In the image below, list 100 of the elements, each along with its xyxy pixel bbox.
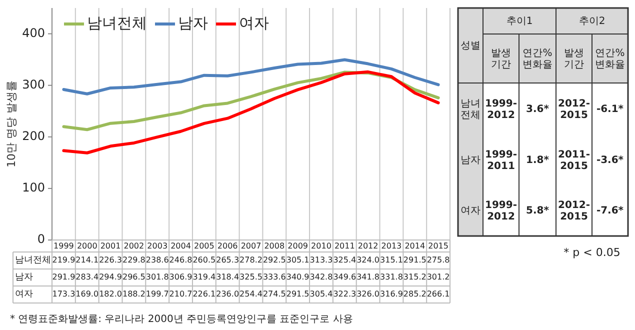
data-label: 291.9: [52, 272, 76, 282]
x-tick-label: 2001: [100, 242, 121, 251]
text: * p < 0.05: [564, 246, 620, 260]
text: 1999- 2012: [485, 199, 517, 222]
data-label: 341.8: [356, 272, 380, 282]
data-label: 188.2: [122, 290, 146, 299]
x-tick-label: 2002: [124, 242, 144, 251]
text: 3.6*: [526, 104, 550, 115]
data-label: 274.5: [262, 290, 286, 299]
text: 5.8*: [526, 205, 550, 216]
data-label: 266.1: [426, 290, 450, 299]
x-tick-label: 2011: [334, 242, 355, 251]
text: 남자: [15, 272, 33, 283]
x-tick-label: 2007: [240, 242, 262, 251]
x-tick-label: 2005: [194, 242, 214, 251]
data-label: 349.6: [333, 272, 356, 282]
text: -3.6*: [596, 154, 624, 166]
data-label: 294.9: [99, 272, 122, 282]
text: 남녀전체: [15, 256, 51, 266]
data-label: 226.3: [99, 256, 122, 265]
text: 연간% 변화율: [595, 47, 625, 70]
y-tick-label: 400: [22, 26, 45, 40]
text: 2011- 2015: [558, 148, 590, 172]
data-label: 296.5: [122, 272, 146, 282]
text: 발생 기간: [564, 47, 584, 70]
data-label: 318.4: [216, 272, 240, 282]
x-tick-label: 2015: [428, 242, 448, 251]
data-label: 324.0: [356, 256, 380, 265]
x-tick-label: 2012: [358, 242, 378, 251]
data-label: 316.9: [380, 290, 403, 299]
text: 연간% 변화율: [522, 47, 552, 70]
data-label: 283.4: [76, 272, 99, 282]
data-label: 169.0: [76, 290, 99, 299]
data-label: 210.7: [169, 290, 192, 299]
y-tick-label: 200: [22, 129, 45, 144]
data-label: 278.2: [240, 256, 262, 265]
data-label: 301.8: [146, 272, 169, 282]
text: 2012- 2015: [558, 199, 590, 222]
x-tick-label: 2004: [170, 242, 191, 251]
line-series: [62, 70, 440, 154]
text: 여자: [15, 290, 33, 300]
data-label: 306.9: [169, 272, 192, 282]
x-tick-label: 2008: [264, 242, 285, 251]
data-label: 265.3: [216, 256, 240, 265]
data-label: 226.1: [192, 290, 216, 299]
data-label: 305.1: [286, 256, 310, 265]
text: 1.8*: [526, 154, 550, 166]
legend-label: 남자: [178, 14, 208, 32]
data-label: 260.5: [192, 256, 216, 265]
x-tick-label: 2014: [404, 242, 426, 251]
x-tick-label: 2006: [217, 242, 238, 251]
data-label: 238.6: [146, 256, 169, 265]
data-label: 291.5: [403, 256, 426, 265]
data-label: 315.1: [380, 256, 403, 265]
y-tick-label: 0: [37, 232, 45, 246]
y-tick-label: 100: [22, 180, 45, 195]
text: 1999- 2012: [485, 98, 517, 120]
x-tick-label: 2003: [147, 242, 168, 251]
data-label: 254.4: [240, 290, 262, 299]
data-label: 319.4: [192, 272, 216, 282]
text: * 연령표준화발생률: 우리나라 2000년 주민등록연앙인구를 표준인구로 사용: [10, 314, 353, 325]
x-tick-label: 2013: [381, 242, 402, 251]
data-label: 219.9: [52, 256, 76, 265]
data-label: 214.1: [76, 256, 99, 265]
text: 2012- 2015: [558, 98, 590, 120]
data-label: 315.2: [403, 272, 426, 282]
data-label: 342.8: [310, 272, 333, 282]
data-label: 333.6: [262, 272, 286, 282]
data-label: 236.0: [216, 290, 240, 299]
x-tick-label: 2000: [76, 242, 98, 251]
data-label: 326.0: [356, 290, 380, 299]
data-label: 275.8: [426, 256, 450, 265]
data-label: 229.8: [122, 256, 146, 265]
text: 추이1: [506, 16, 533, 27]
data-label: 285.2: [403, 290, 426, 299]
data-label: 291.5: [286, 290, 310, 299]
data-label: 331.8: [380, 272, 403, 282]
text: 1999- 2011: [485, 148, 517, 172]
line-series: [62, 58, 440, 96]
y-tick-label: 300: [22, 78, 45, 92]
data-label: 199.7: [146, 290, 169, 299]
data-label: 173.3: [52, 290, 76, 299]
text: -7.6*: [596, 205, 624, 216]
text: 남녀 전체: [460, 98, 480, 120]
legend-label: 남녀전체: [87, 14, 147, 32]
text: 여자: [460, 205, 480, 216]
data-label: 325.4: [333, 256, 356, 265]
data-label: 246.8: [169, 256, 192, 265]
data-label: 313.3: [310, 256, 333, 265]
data-label: 292.5: [262, 256, 286, 265]
data-label: 325.5: [240, 272, 262, 282]
data-label: 322.3: [333, 290, 356, 299]
x-tick-label: 2010: [311, 242, 332, 251]
x-tick-label: 2009: [288, 242, 308, 251]
x-tick-label: 1999: [54, 242, 74, 251]
text: -6.1*: [596, 104, 624, 115]
data-label: 340.9: [286, 272, 310, 282]
y-axis-title: 10만 명당 발생률: [5, 80, 18, 168]
data-label: 305.4: [310, 290, 333, 299]
legend-label: 여자: [239, 14, 269, 32]
